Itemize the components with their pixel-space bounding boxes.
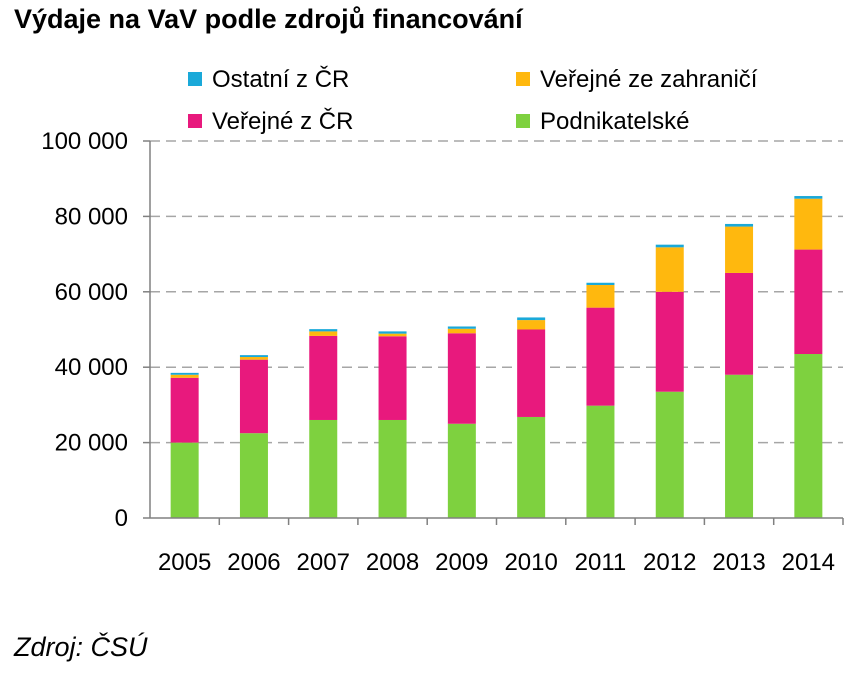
bar-podnikatelske-2005: [170, 442, 199, 518]
y-tick-label: 0: [115, 505, 128, 532]
bar-ostatni-z-cr-2010: [517, 317, 546, 321]
y-tick-label: 40 000: [55, 354, 128, 381]
y-tick-label: 80 000: [55, 203, 128, 230]
y-tick-label: 60 000: [55, 279, 128, 306]
bar-ostatni-z-cr-2006: [239, 355, 268, 358]
legend-swatch: [188, 72, 202, 86]
bar-podnikatelske-2009: [447, 423, 476, 518]
bar-ostatni-z-cr-2008: [378, 331, 407, 334]
bar-verejne-ze-zahranici-2011: [586, 285, 615, 308]
legend-label: Podnikatelské: [540, 108, 689, 135]
legend-item-verejne-z-cr: Veřejné z ČR: [188, 107, 353, 135]
bar-verejne-ze-zahranici-2009: [447, 328, 476, 334]
bar-podnikatelske-2014: [794, 354, 823, 518]
legend-item-verejne-ze-zahranici: Veřejné ze zahraničí: [516, 66, 758, 93]
legend-item-podnikatelske: Podnikatelské: [516, 108, 689, 135]
bar-verejne-z-cr-2011: [586, 307, 615, 406]
bar-ostatni-z-cr-2012: [655, 244, 684, 248]
bar-podnikatelske-2008: [378, 419, 407, 518]
bar-ostatni-z-cr-2013: [725, 223, 754, 227]
bar-podnikatelske-2010: [517, 416, 546, 518]
bar-verejne-ze-zahranici-2006: [239, 357, 268, 360]
legend-label: Veřejné z ČR: [212, 107, 353, 135]
legend-swatch: [188, 114, 202, 128]
source-note: Zdroj: ČSÚ: [14, 632, 148, 662]
x-tick-label: 2005: [158, 549, 211, 576]
legend-swatch: [516, 72, 530, 86]
legend-label: Veřejné ze zahraničí: [540, 66, 758, 93]
bar-podnikatelske-2012: [655, 391, 684, 518]
bar-verejne-z-cr-2008: [378, 336, 407, 420]
x-tick-label: 2011: [575, 549, 627, 576]
legend-swatch: [516, 114, 530, 128]
bar-verejne-z-cr-2006: [239, 359, 268, 434]
bar-ostatni-z-cr-2014: [794, 196, 823, 199]
bar-verejne-z-cr-2014: [794, 249, 823, 355]
bar-ostatni-z-cr-2005: [170, 372, 199, 375]
legend-label: Ostatní z ČR: [212, 65, 349, 93]
x-tick-label: 2009: [435, 549, 488, 576]
x-tick-label: 2012: [643, 549, 696, 576]
bar-ostatni-z-cr-2009: [447, 326, 476, 329]
bar-verejne-ze-zahranici-2008: [378, 333, 407, 337]
y-tick-label: 100 000: [41, 128, 128, 155]
bar-verejne-z-cr-2013: [725, 272, 754, 375]
bar-podnikatelske-2013: [725, 374, 754, 518]
bar-ostatni-z-cr-2007: [309, 329, 338, 332]
bar-verejne-z-cr-2010: [517, 329, 546, 417]
bars: [170, 196, 823, 518]
chart-title: Výdaje na VaV podle zdrojů financování: [14, 4, 523, 34]
x-tick-label: 2006: [227, 549, 280, 576]
x-tick-label: 2014: [782, 549, 835, 576]
x-tick-label: 2008: [366, 549, 419, 576]
bar-verejne-ze-zahranici-2014: [794, 198, 823, 250]
legend: Ostatní z ČR Veřejné ze zahraničí Veřejné …: [188, 65, 758, 135]
bar-verejne-ze-zahranici-2013: [725, 226, 754, 273]
x-tick-label: 2010: [504, 549, 557, 576]
bar-verejne-ze-zahranici-2005: [170, 374, 199, 378]
axes: 0 20 000 40 000 60 000 80 000 100 000 2005 2006…: [41, 128, 844, 576]
bar-verejne-z-cr-2009: [447, 333, 476, 424]
bar-verejne-z-cr-2007: [309, 335, 338, 420]
x-tick-label: 2007: [297, 549, 350, 576]
bar-podnikatelske-2006: [239, 433, 268, 518]
bar-verejne-z-cr-2012: [655, 291, 684, 392]
legend-item-ostatni-z-cr: Ostatní z ČR: [188, 65, 349, 93]
y-tick-label: 20 000: [55, 430, 128, 457]
bar-podnikatelske-2011: [586, 405, 615, 518]
bar-verejne-ze-zahranici-2010: [517, 320, 546, 330]
bar-ostatni-z-cr-2011: [586, 282, 615, 286]
bar-verejne-ze-zahranici-2012: [655, 247, 684, 292]
bar-podnikatelske-2007: [309, 419, 338, 518]
bar-verejne-ze-zahranici-2007: [309, 331, 338, 336]
x-tick-label: 2013: [712, 549, 765, 576]
bar-verejne-z-cr-2005: [170, 377, 199, 443]
